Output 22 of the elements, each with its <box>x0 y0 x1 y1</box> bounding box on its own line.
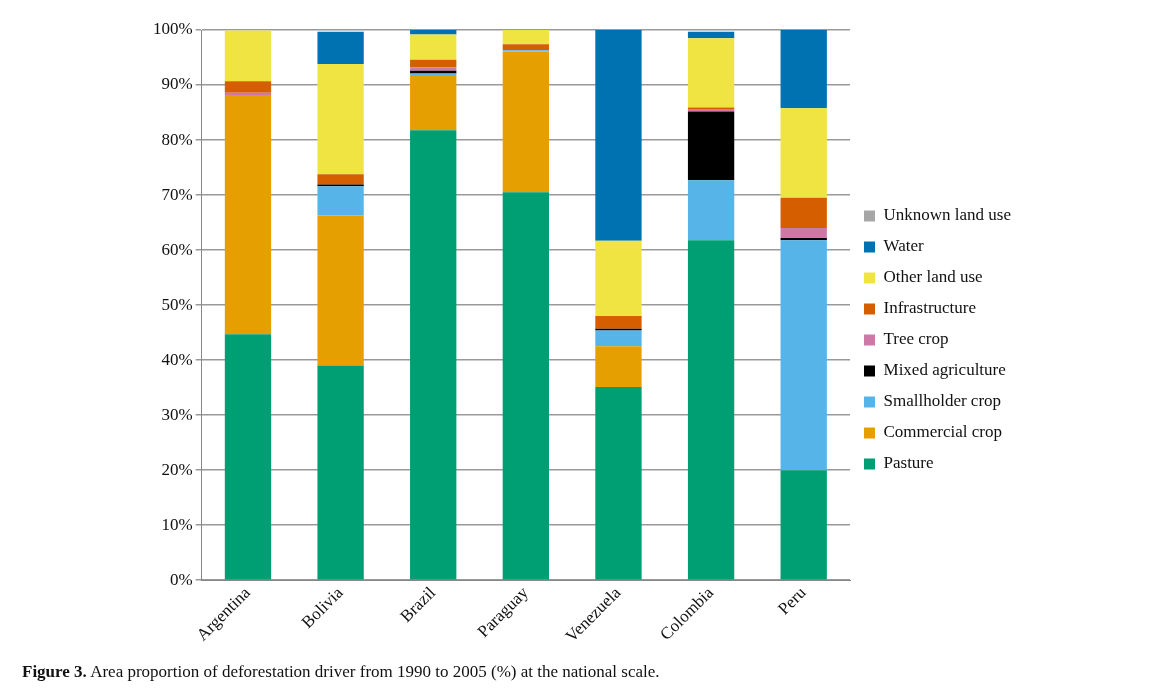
legend-label: Commercial crop <box>883 422 1003 442</box>
legend-label: Water <box>883 236 925 256</box>
y-tick-label: 100% <box>152 19 193 39</box>
y-tick-label: 70% <box>161 184 193 204</box>
y-tick-label: 80% <box>161 129 193 149</box>
y-tick-label: 30% <box>161 404 193 424</box>
y-tick-label: 20% <box>161 459 193 479</box>
y-tick-label: 40% <box>161 349 193 369</box>
y-tick-label: 10% <box>161 514 193 534</box>
legend-label: Tree crop <box>883 329 949 349</box>
x-tick-label: Peru <box>774 582 811 619</box>
legend-label: Smallholder crop <box>883 391 1002 411</box>
y-tick-label: 50% <box>161 294 193 314</box>
caption: Figure 3. Area proportion of deforestation driver from 1990 to 2005 (%) at the national scale. <box>22 662 660 682</box>
legend-label: Pasture <box>883 453 934 473</box>
legend-label: Other land use <box>883 267 983 287</box>
y-tick-label: 90% <box>161 74 193 94</box>
legend-label: Unknown land use <box>883 205 1011 225</box>
y-tick-label: 0% <box>169 569 193 589</box>
legend-label: Mixed agriculture <box>883 360 1006 380</box>
legend-label: Infrastructure <box>883 298 977 318</box>
y-tick-label: 60% <box>161 239 193 259</box>
